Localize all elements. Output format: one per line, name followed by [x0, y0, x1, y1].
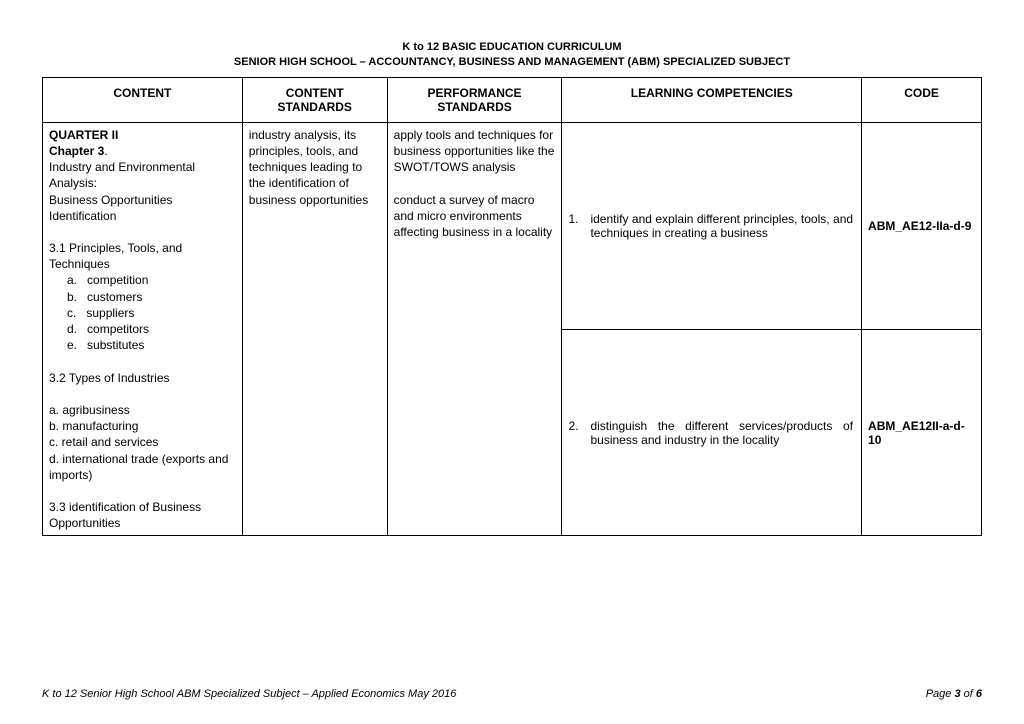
list-item: c. suppliers — [67, 305, 236, 321]
perf-std-2: conduct a survey of macro and micro envi… — [394, 193, 553, 239]
list-item: a. competition — [67, 272, 236, 288]
footer-left: K to 12 Senior High School ABM Specializ… — [42, 688, 456, 700]
col-header-performance-standards: PERFORMANCE STANDARDS — [387, 77, 562, 122]
quarter-label: QUARTER II — [49, 128, 118, 142]
code-cell-1: ABM_AE12-IIa-d-9 — [862, 122, 982, 329]
footer-right: Page 3 of 6 — [926, 688, 982, 700]
section-31-list: a. competition b. customers c. suppliers… — [49, 272, 236, 353]
competency-text: identify and explain different principle… — [590, 212, 853, 240]
content-standards-cell: industry analysis, its principles, tools… — [242, 122, 387, 536]
list-item: a. agribusiness — [49, 402, 236, 418]
col-header-content: CONTENT — [43, 77, 243, 122]
chapter-label: Chapter 3 — [49, 144, 104, 158]
list-item: d. international trade (exports and impo… — [49, 451, 236, 483]
performance-standards-cell: apply tools and techniques for business … — [387, 122, 562, 536]
competency-cell-1: 1.identify and explain different princip… — [562, 122, 862, 329]
competency-cell-2: 2.distinguish the different services/pro… — [562, 329, 862, 536]
header-line2: SENIOR HIGH SCHOOL – ACCOUNTANCY, BUSINE… — [42, 55, 982, 70]
table-header-row: CONTENT CONTENT STANDARDS PERFORMANCE ST… — [43, 77, 982, 122]
section-31-title: 3.1 Principles, Tools, and Techniques — [49, 241, 182, 271]
list-item: c. retail and services — [49, 434, 236, 450]
header-line1: K to 12 BASIC EDUCATION CURRICULUM — [42, 40, 982, 55]
list-item: b. manufacturing — [49, 418, 236, 434]
col-header-learning-competencies: LEARNING COMPETENCIES — [562, 77, 862, 122]
page-footer: K to 12 Senior High School ABM Specializ… — [42, 688, 982, 700]
perf-std-1: apply tools and techniques for business … — [394, 128, 555, 174]
list-item: d. competitors — [67, 321, 236, 337]
col-header-content-standards: CONTENT STANDARDS — [242, 77, 387, 122]
table-row: QUARTER II Chapter 3. Industry and Envir… — [43, 122, 982, 329]
chapter-title: Industry and Environmental Analysis: — [49, 160, 195, 190]
document-header: K to 12 BASIC EDUCATION CURRICULUM SENIO… — [42, 40, 982, 71]
competency-text: distinguish the different services/produ… — [590, 419, 853, 447]
col-header-code: CODE — [862, 77, 982, 122]
code-cell-2: ABM_AE12II-a-d-10 — [862, 329, 982, 536]
section-32-title: 3.2 Types of Industries — [49, 371, 170, 385]
list-item: b. customers — [67, 289, 236, 305]
chapter-sub: Business Opportunities Identification — [49, 193, 172, 223]
content-cell: QUARTER II Chapter 3. Industry and Envir… — [43, 122, 243, 536]
curriculum-table: CONTENT CONTENT STANDARDS PERFORMANCE ST… — [42, 77, 982, 537]
list-item: e. substitutes — [67, 337, 236, 353]
section-33-title: 3.3 identification of Business Opportuni… — [49, 500, 201, 530]
